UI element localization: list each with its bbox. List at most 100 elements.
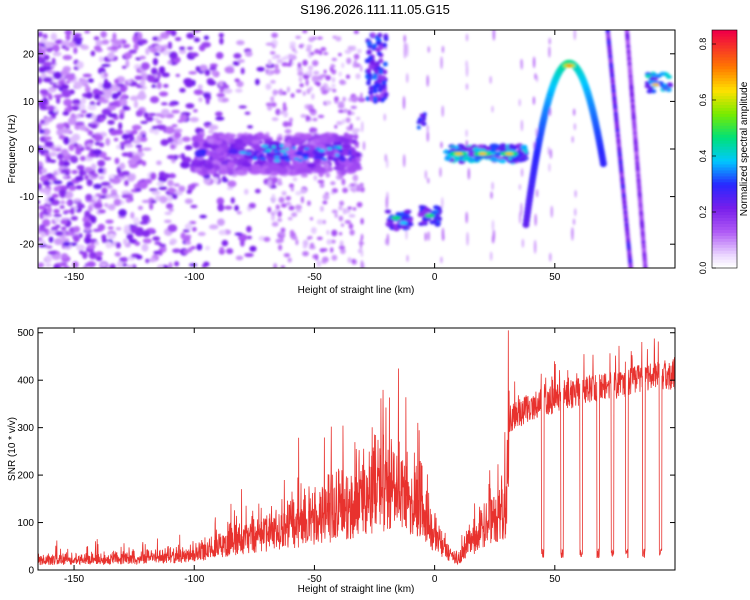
heatmap-cell bbox=[227, 180, 237, 188]
colorbar-swatch bbox=[712, 238, 737, 242]
heatmap-cell bbox=[217, 95, 223, 103]
heatmap-cell bbox=[279, 237, 284, 243]
heatmap-cell bbox=[97, 167, 105, 174]
heatmap-cell bbox=[165, 203, 174, 210]
heatmap-cell bbox=[291, 235, 298, 241]
heatmap-cell bbox=[573, 123, 577, 131]
heatmap-cell bbox=[494, 151, 502, 157]
chart-title: S196.2026.111.11.05.G15 bbox=[300, 2, 450, 17]
heatmap-cell bbox=[127, 158, 137, 166]
colorbar-swatch bbox=[712, 53, 737, 58]
colorbar-swatch bbox=[712, 256, 737, 260]
heatmap-cell bbox=[244, 111, 251, 115]
colorbar-swatch bbox=[712, 56, 737, 61]
heatmap-cell bbox=[154, 52, 160, 56]
heatmap-cell bbox=[352, 174, 359, 182]
heatmap-cell bbox=[645, 74, 652, 79]
colorbar-swatch bbox=[712, 223, 737, 227]
heatmap-cell bbox=[193, 89, 204, 96]
heatmap-cell bbox=[521, 238, 525, 248]
heatmap-cell bbox=[134, 241, 141, 246]
heatmap-cell bbox=[340, 248, 346, 255]
colorbar-swatch bbox=[712, 208, 737, 213]
heatmap-cell bbox=[318, 135, 328, 143]
heatmap-cell bbox=[282, 91, 287, 96]
heatmap-cell bbox=[197, 84, 203, 90]
snr-x-tick-label: 0 bbox=[432, 574, 438, 585]
heatmap-cell bbox=[145, 116, 154, 122]
heatmap-cell bbox=[106, 184, 113, 189]
heatmap-cell bbox=[326, 229, 330, 236]
heatmap-cell bbox=[284, 158, 291, 162]
heatmap-cell bbox=[271, 102, 277, 108]
heatmap-cell bbox=[466, 231, 469, 246]
heatmap-cell bbox=[53, 186, 61, 192]
heatmap-cell bbox=[262, 149, 267, 153]
heatmap-cell bbox=[140, 136, 148, 142]
heatmap-cell bbox=[141, 214, 150, 223]
heatmap-cell bbox=[316, 36, 323, 40]
heatmap-cell bbox=[271, 44, 277, 49]
heatmap-cell bbox=[195, 151, 204, 158]
heatmap-cell bbox=[281, 161, 291, 166]
heatmap-cell bbox=[70, 215, 79, 221]
heatmap-cell bbox=[350, 105, 357, 110]
heatmap-cell bbox=[467, 167, 471, 180]
heatmap-cell bbox=[133, 217, 140, 225]
heatmap-cell bbox=[309, 242, 315, 248]
heatmap-cell bbox=[135, 254, 143, 260]
colorbar-swatch bbox=[712, 77, 737, 82]
heatmap-cell bbox=[307, 116, 311, 121]
heatmap-cell bbox=[249, 169, 262, 175]
heatmap-cell bbox=[355, 116, 361, 121]
heatmap-cell bbox=[216, 52, 224, 59]
heatmap-cell bbox=[184, 145, 193, 151]
heatmap-cell bbox=[234, 138, 244, 145]
heatmap-cell bbox=[107, 226, 114, 230]
heatmap-cell bbox=[403, 154, 406, 168]
heatmap-cell bbox=[331, 187, 338, 194]
heatmap-cell bbox=[359, 65, 363, 72]
heatmap-cell bbox=[127, 174, 135, 182]
heatmap-cell bbox=[353, 53, 360, 60]
heatmap-cell bbox=[489, 143, 497, 149]
heatmap-cell bbox=[290, 93, 295, 98]
heatmap-cell bbox=[341, 178, 346, 186]
colorbar-tick-label: 0.4 bbox=[698, 150, 708, 163]
heatmap-cell bbox=[298, 44, 303, 48]
heatmap-cell bbox=[143, 112, 149, 119]
heatmap-cell bbox=[64, 30, 73, 35]
heatmap-cell bbox=[167, 224, 178, 233]
heatmap-cell bbox=[651, 73, 658, 78]
heatmap-cell bbox=[101, 63, 111, 67]
heatmap-cell bbox=[121, 93, 128, 99]
heatmap-cell bbox=[646, 89, 653, 94]
colorbar-swatch bbox=[712, 211, 737, 216]
heatmap-cell bbox=[271, 221, 279, 227]
heatmap-cell bbox=[98, 82, 103, 90]
heatmap-cell bbox=[191, 226, 197, 232]
heatmap-cell bbox=[548, 46, 551, 58]
heatmap-cell bbox=[40, 231, 46, 238]
heatmap-cell bbox=[304, 71, 312, 75]
heatmap-cell bbox=[98, 142, 105, 148]
heatmap-cell bbox=[288, 120, 293, 127]
heatmap-cell bbox=[76, 164, 85, 171]
heatmap-cell bbox=[267, 59, 272, 66]
heatmap-cell bbox=[78, 103, 86, 112]
heatmap-cell bbox=[100, 181, 111, 187]
heatmap-cell bbox=[53, 94, 63, 99]
heatmap-cell bbox=[44, 117, 53, 123]
heatmap-cell bbox=[465, 129, 468, 138]
heatmap-cell bbox=[300, 196, 305, 204]
heatmap-cell bbox=[339, 200, 345, 206]
heatmap-cell bbox=[68, 136, 77, 145]
heatmap-cell bbox=[73, 234, 80, 243]
heatmap-cell bbox=[79, 155, 86, 162]
heatmap-cell bbox=[402, 95, 406, 110]
heatmap-cell bbox=[386, 233, 390, 246]
heatmap-cell bbox=[309, 217, 314, 221]
colorbar: 0.0 0.2 0.4 0.6 0.8 Normalized spectral ampl… bbox=[698, 29, 750, 274]
heatmap-cell bbox=[71, 169, 78, 175]
heatmap-cell bbox=[345, 117, 351, 123]
